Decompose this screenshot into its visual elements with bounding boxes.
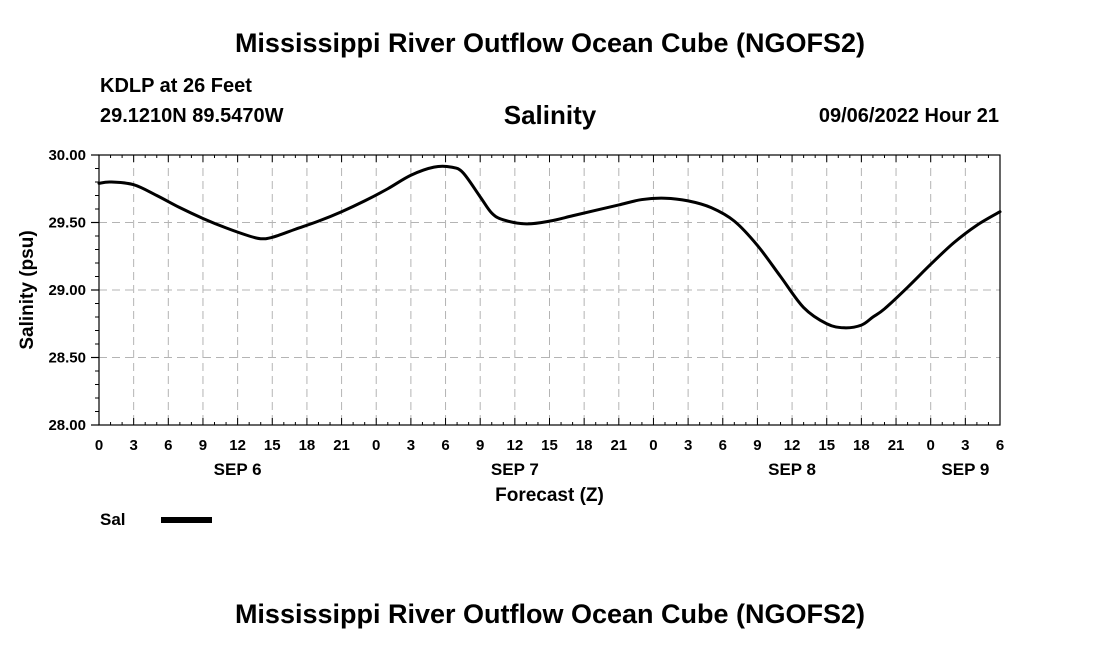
x-tick-label: 15 <box>541 437 558 454</box>
x-tick-label: 6 <box>164 437 172 454</box>
x-tick-label: 3 <box>684 437 692 454</box>
chart-grid <box>99 154 1000 425</box>
x-tick-label: 15 <box>818 437 835 454</box>
chart-series <box>97 164 1002 330</box>
x-tick-label: 15 <box>264 437 281 454</box>
x-tick-label: 18 <box>853 437 870 454</box>
x-tick-label: 0 <box>95 437 103 454</box>
forecast-datetime: 09/06/2022 Hour 21 <box>818 105 999 127</box>
x-tick-label: 21 <box>610 437 627 454</box>
x-tick-label: 18 <box>299 437 316 454</box>
y-tick-label: 29.50 <box>48 215 86 232</box>
y-tick-label: 30.00 <box>48 147 86 164</box>
y-axis-title: Salinity (psu) <box>17 230 38 349</box>
station-name: KDLP at 26 Feet <box>100 75 252 97</box>
x-tick-label: 0 <box>927 437 935 454</box>
x-tick-label: 3 <box>961 437 969 454</box>
day-label: SEP 8 <box>768 460 816 479</box>
y-tick-label: 28.00 <box>48 417 86 434</box>
x-tick-label: 0 <box>372 437 380 454</box>
x-tick-label: 12 <box>784 437 801 454</box>
x-tick-label: 6 <box>719 437 727 454</box>
x-tick-label: 12 <box>507 437 524 454</box>
legend-label: Sal <box>100 510 126 529</box>
chart-title: Mississippi River Outflow Ocean Cube (NG… <box>234 28 866 58</box>
x-tick-label: 18 <box>576 437 593 454</box>
legend-swatch <box>161 517 212 523</box>
day-label: SEP 7 <box>491 460 539 479</box>
x-tick-label: 3 <box>407 437 415 454</box>
x-tick-label: 12 <box>229 437 246 454</box>
x-tick-label: 6 <box>441 437 449 454</box>
x-tick-label: 3 <box>129 437 137 454</box>
chart-labels: 0 3 6 9 12 15 18 21 0 3 6 9 12 15 18 21 0 3 6 9 12 15 18 21 0 3 6 2… <box>17 147 1004 506</box>
x-tick-label: 21 <box>333 437 350 454</box>
station-coordinates: 29.1210N 89.5470W <box>100 105 284 127</box>
y-tick-label: 29.00 <box>48 282 86 299</box>
x-tick-label: 0 <box>649 437 657 454</box>
day-label: SEP 6 <box>214 460 262 479</box>
x-tick-label: 6 <box>996 437 1004 454</box>
footer-title: Mississippi River Outflow Ocean Cube (NG… <box>234 599 866 629</box>
series-line-sal <box>97 164 1002 330</box>
x-tick-label: 9 <box>753 437 761 454</box>
day-label: SEP 9 <box>941 460 989 479</box>
y-tick-label: 28.50 <box>48 350 86 367</box>
x-tick-label: 9 <box>476 437 484 454</box>
chart-subtitle: Salinity <box>503 100 597 130</box>
x-tick-label: 9 <box>199 437 207 454</box>
x-tick-label: 21 <box>888 437 905 454</box>
x-axis-title: Forecast (Z) <box>495 485 604 506</box>
plot-frame <box>98 154 1001 426</box>
